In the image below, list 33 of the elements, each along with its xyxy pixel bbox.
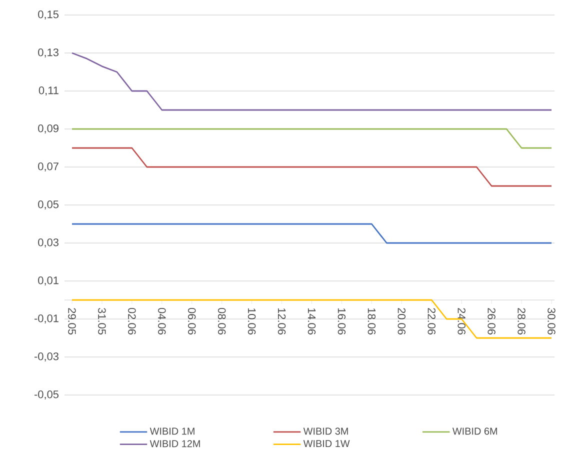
y-tick-label: 0,15 [38,10,59,20]
x-tick-label: 20.06 [398,308,406,334]
x-tick-label: 10.06 [248,308,256,334]
x-tick-label: 22.06 [428,308,436,334]
legend-label: WIBID 1M [150,428,194,435]
x-tick-label: 08.06 [218,308,226,334]
x-tick-label: 14.06 [308,308,316,334]
x-tick-label: 06.06 [188,308,196,334]
y-tick-label: 0,11 [38,86,58,96]
x-tick-label: 26.06 [488,308,496,334]
y-tick-label: -0,01 [34,314,58,324]
y-tick-label: -0,05 [34,390,59,400]
x-tick-label: 29.05 [68,308,76,334]
y-tick-label: -0,03 [34,352,58,362]
y-tick-label: 0,07 [38,162,58,172]
x-tick-label: 16.06 [338,308,346,334]
x-tick-label: 30.06 [548,308,556,334]
x-tick-label: 12.06 [278,308,286,334]
y-tick-label: 0,03 [38,238,58,248]
x-tick-label: 28.06 [518,308,526,334]
x-tick-label: 18.06 [368,308,376,334]
x-tick-label: 02.06 [128,308,136,334]
legend-label: WIBID 12M [150,440,200,448]
x-tick-label: 31.05 [98,308,106,334]
y-tick-label: 0,05 [38,200,59,210]
y-tick-label: 0,13 [38,48,58,58]
y-tick-label: 0,01 [38,276,58,286]
x-tick-label: 04.06 [158,308,166,334]
legend-label: WIBID 3M [303,428,348,435]
y-tick-label: 0,09 [38,124,58,134]
legend-label: WIBID 6M [452,428,497,435]
x-tick-label: 24.06 [458,308,466,334]
legend-label: WIBID 1W [303,440,350,448]
